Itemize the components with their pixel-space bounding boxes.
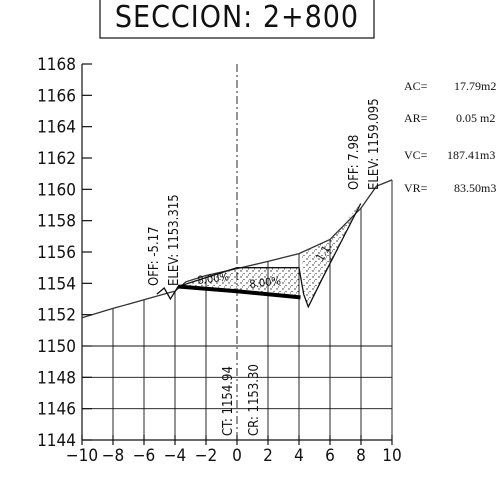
y-tick-label: 1148 (37, 368, 76, 388)
section-title: SECCION: 2+800 (115, 0, 359, 35)
axis-ticks: 1168 1166 1164 1162 1160 1158 1156 1154 1152 1150… (37, 55, 402, 466)
summary-value-ar: 0.05 m2 (456, 111, 495, 125)
summary-key-vc: VC= (404, 148, 428, 162)
cr-label: CR: 1153.30 (247, 364, 262, 436)
y-tick-label: 1160 (37, 180, 76, 200)
terrain-line (81, 179, 393, 319)
x-tick-label: 8 (356, 446, 366, 466)
summary-value-ac: 17.79m2 (454, 79, 496, 93)
y-tick-label: 1146 (37, 400, 76, 420)
y-tick-label: 1158 (37, 212, 76, 232)
summary-value-vc: 187.41m3 (447, 148, 495, 162)
x-tick-label: 0 (232, 446, 242, 466)
y-tick-label: 1150 (37, 337, 76, 357)
summary-value-vr: 83.50m3 (454, 181, 496, 195)
x-tick-label: −6 (133, 446, 156, 466)
y-tick-label: 1144 (37, 431, 76, 451)
y-tick-label: 1152 (37, 306, 76, 326)
y-tick-label: 1156 (37, 243, 76, 263)
x-tick-label: −10 (66, 446, 98, 466)
x-tick-label: 6 (325, 446, 335, 466)
x-tick-label: 2 (263, 446, 273, 466)
summary-key-vr: VR= (404, 181, 428, 195)
x-tick-label: −8 (102, 446, 125, 466)
right-offset-label: OFF: 7.98 (347, 135, 362, 190)
x-tick-label: 4 (294, 446, 304, 466)
subgrade-line (177, 284, 301, 300)
x-tick-label: 10 (382, 446, 401, 466)
y-tick-label: 1162 (37, 149, 76, 169)
title-box (99, 0, 375, 39)
right-elevation-label: ELEV: 1159.095 (367, 98, 382, 190)
x-tick-label: −4 (164, 446, 187, 466)
left-slope-label: 8.00% (197, 270, 230, 287)
summary-key-ar: AR= (404, 111, 428, 125)
profile-lines (81, 179, 393, 319)
right-slope-label: 8.00% (249, 274, 282, 291)
left-elevation-label: ELEV: 1153.315 (167, 194, 182, 286)
grid (81, 64, 393, 441)
x-tick-label: −2 (195, 446, 218, 466)
summary-key-ac: AC= (404, 79, 428, 93)
y-tick-label: 1164 (37, 118, 76, 138)
slope-hatch (302, 203, 361, 307)
ct-label: CT: 1154.94 (221, 366, 236, 436)
left-offset-label: OFF: -5.17 (147, 226, 162, 286)
y-tick-label: 1166 (37, 86, 76, 106)
pavement-hatch (178, 267, 301, 298)
y-tick-label: 1154 (37, 274, 76, 294)
quantities-summary: AC= 17.79m2 AR= 0.05 m2 VC= 187.41m3 VR=… (404, 79, 496, 195)
design-section-line (156, 203, 362, 309)
cut-fill-hatch (178, 203, 361, 307)
y-tick-label: 1168 (37, 55, 76, 75)
